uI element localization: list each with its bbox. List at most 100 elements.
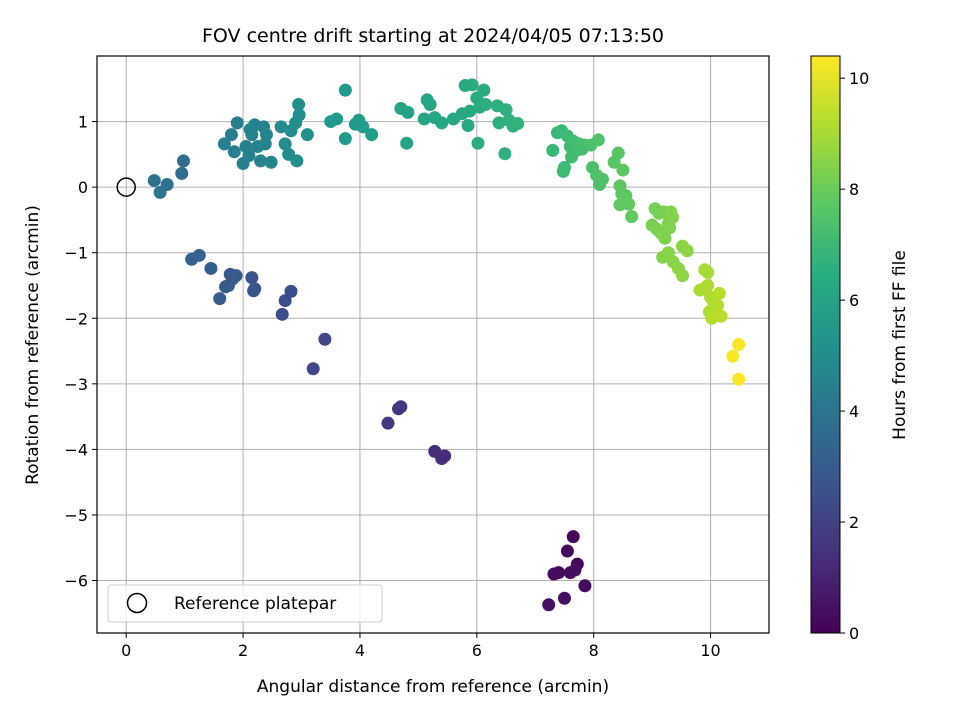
scatter-point xyxy=(663,221,677,235)
scatter-point xyxy=(278,137,292,151)
scatter-point xyxy=(542,598,556,612)
y-tick-label: −2 xyxy=(64,309,88,328)
scatter-points xyxy=(147,78,746,612)
scatter-point xyxy=(595,172,609,186)
scatter-point xyxy=(726,349,740,363)
scatter-point xyxy=(401,105,415,119)
scatter-point xyxy=(365,128,379,142)
x-tick-label: 4 xyxy=(355,641,365,660)
scatter-point xyxy=(278,294,292,308)
colorbar-ticks: 0 2 4 6 8 10 xyxy=(840,69,869,643)
scatter-point xyxy=(622,197,636,211)
scatter-point xyxy=(616,163,630,177)
x-axis-label: Angular distance from reference (arcmin) xyxy=(257,677,609,697)
x-tick-label: 2 xyxy=(238,641,248,660)
scatter-point xyxy=(230,116,244,130)
y-tick-label: −5 xyxy=(64,506,88,525)
legend: Reference platepar xyxy=(107,584,383,623)
scatter-point xyxy=(245,271,259,285)
scatter-point xyxy=(732,372,746,386)
scatter-point xyxy=(714,309,728,323)
legend-label: Reference platepar xyxy=(174,594,336,614)
scatter-point xyxy=(330,112,344,126)
x-axis-ticks: 0 2 4 6 8 10 xyxy=(121,633,721,660)
scatter-point xyxy=(242,149,256,163)
scatter-point xyxy=(290,154,304,168)
scatter-point xyxy=(400,136,414,150)
scatter-point xyxy=(204,261,218,275)
scatter-point xyxy=(463,104,477,118)
y-tick-label: −1 xyxy=(64,244,88,263)
y-tick-label: 1 xyxy=(78,113,88,132)
scatter-point xyxy=(560,544,574,558)
scatter-point xyxy=(435,116,449,130)
colorbar-tick-label: 10 xyxy=(849,69,869,88)
scatter-point xyxy=(227,145,241,159)
scatter-point xyxy=(658,231,672,245)
scatter-point xyxy=(477,83,491,97)
scatter-point xyxy=(499,103,513,117)
colorbar-gradient xyxy=(810,55,841,634)
scatter-point xyxy=(428,444,442,458)
scatter-point xyxy=(625,210,639,224)
scatter-point xyxy=(259,128,273,142)
colorbar-tick-label: 8 xyxy=(849,180,859,199)
colorbar: 0 2 4 6 8 10 Hours from first FF file xyxy=(810,55,910,643)
scatter-point xyxy=(147,174,161,188)
x-tick-label: 6 xyxy=(472,641,482,660)
scatter-point xyxy=(224,128,238,142)
scatter-point xyxy=(666,210,680,224)
plot-area-frame xyxy=(96,55,770,634)
scatter-point xyxy=(712,286,726,300)
y-tick-label: −3 xyxy=(64,375,88,394)
y-tick-label: −4 xyxy=(64,440,88,459)
scatter-point xyxy=(423,98,437,112)
scatter-point xyxy=(711,298,725,312)
legend-box xyxy=(107,584,383,623)
scatter-point xyxy=(557,591,571,605)
scatter-point xyxy=(546,143,560,157)
scatter-point xyxy=(338,132,352,146)
legend-marker-open-circle xyxy=(126,592,148,614)
scatter-point xyxy=(318,332,332,346)
scatter-point xyxy=(247,284,261,298)
scatter-point xyxy=(566,530,580,544)
scatter-point xyxy=(264,155,278,169)
scatter-point xyxy=(274,120,288,134)
scatter-point xyxy=(680,244,694,258)
colorbar-tick-label: 6 xyxy=(849,291,859,310)
scatter-point xyxy=(492,116,506,130)
y-axis-ticks: −6 −5 −4 −3 −2 −1 0 1 xyxy=(64,113,97,591)
scatter-point xyxy=(568,563,582,577)
colorbar-tick-label: 4 xyxy=(849,402,859,421)
scatter-point xyxy=(701,265,715,279)
scatter-point xyxy=(275,307,289,321)
scatter-point xyxy=(306,362,320,376)
x-tick-label: 8 xyxy=(589,641,599,660)
scatter-point xyxy=(185,252,199,266)
scatter-point xyxy=(175,166,189,180)
colorbar-tick-label: 0 xyxy=(849,624,859,643)
scatter-point xyxy=(461,119,475,133)
scatter-point xyxy=(392,402,406,416)
scatter-point xyxy=(471,136,485,150)
y-tick-label: −6 xyxy=(64,572,88,591)
scatter-point xyxy=(479,98,493,112)
scatter-point xyxy=(701,278,715,292)
scatter-point xyxy=(176,154,190,168)
scatter-point xyxy=(556,164,570,178)
scatter-point xyxy=(676,269,690,283)
scatter-point xyxy=(591,133,605,147)
colorbar-label: Hours from first FF file xyxy=(890,250,910,440)
scatter-point xyxy=(547,567,561,581)
scatter-point xyxy=(217,137,231,151)
scatter-point xyxy=(511,117,525,131)
scatter-point xyxy=(292,108,306,122)
scatter-point xyxy=(498,147,512,161)
scatter-point xyxy=(243,122,257,136)
x-tick-label: 10 xyxy=(700,641,720,660)
y-axis-label: Rotation from reference (arcmin) xyxy=(23,205,43,485)
scatter-point xyxy=(381,416,395,430)
scatter-point xyxy=(356,120,370,134)
